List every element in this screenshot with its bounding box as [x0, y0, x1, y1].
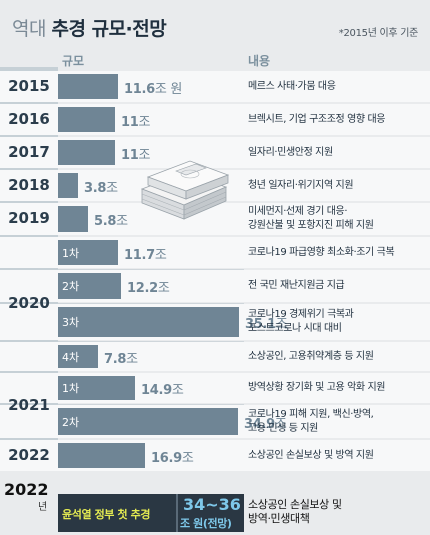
year-label: 2017 — [8, 142, 50, 161]
value-number: 14.9 — [141, 383, 172, 398]
money-stack-icon — [140, 160, 230, 220]
year-label: 2015 — [8, 76, 50, 95]
column-header-scale: 규모 — [62, 54, 85, 68]
sub-divider — [58, 341, 244, 342]
value-label: 11조 — [121, 111, 150, 130]
value-unit: 조 — [126, 351, 138, 367]
projection-label: 윤석열 정부 첫 추경 — [62, 508, 151, 521]
value-label: 16.9조 — [151, 447, 194, 466]
row-description: 브렉시트, 기업 구조조정 영향 대응 — [248, 113, 386, 125]
value-label: 14.9조 — [141, 379, 184, 398]
bar — [58, 240, 118, 265]
row-description: 메르스 사태·가뭄 대응 — [248, 80, 336, 92]
bar — [58, 140, 115, 165]
projection-unit: 조 원(전망) — [180, 517, 232, 530]
year-label: 2021 — [8, 395, 50, 414]
value-number: 7.8 — [104, 351, 127, 367]
year-label: 2020 — [8, 294, 50, 312]
title-main: 추경 규모·전망 — [51, 18, 167, 40]
value-label: 5.8조 — [94, 210, 128, 229]
value-number: 12.2 — [127, 281, 158, 296]
row-description: 코로나19 파급영향 최소화·조기 극복 — [248, 246, 395, 258]
value-label: 7.8조 — [104, 348, 138, 367]
bar — [58, 107, 115, 132]
value-unit: 조 — [106, 180, 118, 196]
projection-year-suffix: 년 — [38, 502, 48, 513]
chart-title: 역대 추경 규모·전망 — [12, 14, 167, 41]
bar — [58, 273, 121, 299]
value-label: 12.2조 — [127, 277, 170, 296]
value-label: 11.6조 원 — [124, 78, 182, 97]
year-label: 2018 — [8, 175, 50, 194]
value-number: 16.9 — [151, 450, 182, 466]
value-label: 35.1조 — [245, 313, 288, 332]
value-label: 34.9조 — [244, 413, 287, 432]
value-label: 3.8조 — [84, 177, 118, 196]
value-number: 11.6 — [124, 81, 155, 97]
value-unit: 조 — [181, 450, 194, 466]
value-number: 35.1 — [245, 317, 276, 332]
row-description: 코로나19 피해 지원, 백신·방역, 고용·민생 등 지원 — [248, 408, 374, 434]
row-description: 미세먼지·선제 경기 대응· 강원산불 및 포항지진 피해 지원 — [248, 206, 374, 231]
year-label: 2022 — [8, 445, 50, 464]
value-unit: 조 — [154, 247, 167, 263]
value-number: 5.8 — [94, 214, 117, 229]
bar — [58, 307, 239, 337]
title-prefix: 역대 — [12, 18, 46, 40]
value-number: 3.8 — [84, 180, 107, 196]
bar — [58, 345, 98, 368]
projection-range: 34~36 — [183, 495, 241, 514]
value-label: 11조 — [121, 144, 150, 163]
value-unit: 조 — [138, 114, 151, 130]
bar — [58, 206, 88, 232]
bar — [58, 443, 145, 468]
value-unit: 조 — [116, 214, 128, 229]
row-description: 코로나19 경제위기 극복과 포스트코로나 시대 대비 — [248, 309, 354, 334]
basis-note: *2015년 이후 기준 — [338, 28, 419, 39]
row-description: 전 국민 재난지원금 지급 — [248, 280, 345, 291]
value-unit: 조 — [157, 281, 170, 296]
value-unit: 조 원 — [154, 81, 183, 97]
projection-description: 소상공인 손실보상 및 방역·민생대책 — [248, 498, 342, 525]
row-description: 소상공인, 고용취약계층 등 지원 — [248, 350, 374, 362]
sub-label: 3차 — [62, 316, 80, 329]
sub-divider — [58, 303, 244, 304]
row-description: 청년 일자리·위기지역 지원 — [248, 179, 354, 191]
sub-label: 4차 — [62, 350, 80, 364]
projection-divider — [176, 494, 178, 532]
value-unit: 조 — [274, 416, 287, 432]
sub-label: 2차 — [62, 280, 80, 293]
sub-label: 1차 — [62, 382, 80, 395]
sub-divider — [58, 269, 244, 270]
value-number: 11.7 — [124, 247, 155, 263]
bar — [58, 74, 118, 99]
year-label: 2016 — [8, 109, 50, 128]
projection-box: 윤석열 정부 첫 추경 34~36 조 원(전망) — [58, 494, 244, 532]
sub-label: 2차 — [62, 415, 80, 429]
bar — [58, 173, 78, 198]
value-unit: 조 — [275, 317, 288, 332]
bar — [58, 408, 238, 435]
value-label: 11.7조 — [124, 244, 167, 263]
year-label: 2019 — [8, 209, 50, 227]
row-description: 방역상황 장기화 및 고용 악화 지원 — [248, 382, 386, 393]
value-number: 11 — [121, 114, 139, 130]
projection-year: 2022 — [4, 480, 49, 499]
row-description: 일자리·민생안정 지원 — [248, 146, 333, 158]
value-unit: 조 — [171, 383, 184, 398]
sub-divider — [58, 404, 244, 405]
value-number: 34.9 — [244, 416, 275, 432]
column-header-content: 내용 — [248, 54, 271, 68]
value-unit: 조 — [138, 147, 151, 163]
row-description: 소상공인 손실보상 및 방역 지원 — [248, 449, 374, 461]
bar — [58, 376, 135, 400]
sub-label: 1차 — [62, 246, 80, 260]
value-number: 11 — [121, 147, 139, 163]
